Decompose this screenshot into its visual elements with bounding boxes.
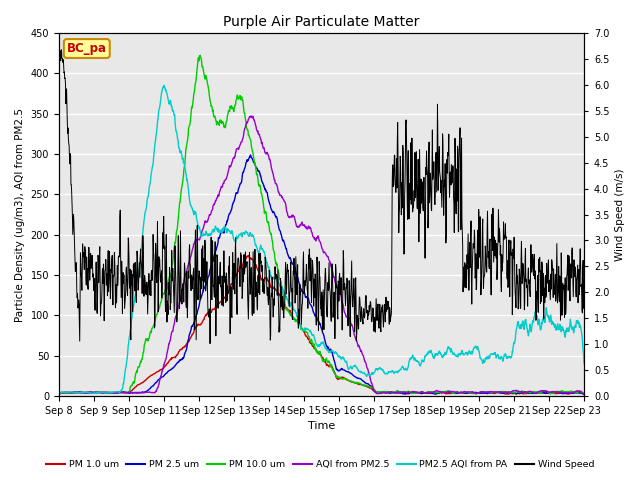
- Y-axis label: Wind Speed (m/s): Wind Speed (m/s): [615, 168, 625, 261]
- Text: BC_pa: BC_pa: [67, 42, 107, 55]
- Legend: PM 1.0 um, PM 2.5 um, PM 10.0 um, AQI from PM2.5, PM2.5 AQI from PA, Wind Speed: PM 1.0 um, PM 2.5 um, PM 10.0 um, AQI fr…: [42, 456, 598, 473]
- Title: Purple Air Particulate Matter: Purple Air Particulate Matter: [223, 15, 420, 29]
- Y-axis label: Particle Density (ug/m3), AQI from PM2.5: Particle Density (ug/m3), AQI from PM2.5: [15, 108, 25, 322]
- X-axis label: Time: Time: [308, 421, 335, 432]
